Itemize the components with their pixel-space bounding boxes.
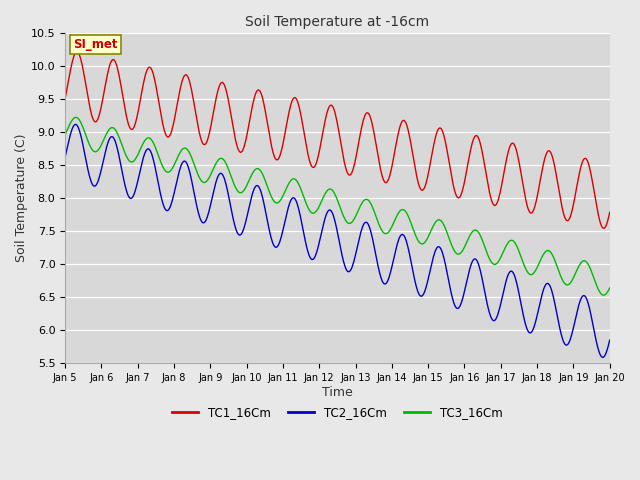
TC3_16Cm (72, 114, 79, 120)
TC2_16Cm (72, 121, 79, 127)
TC3_16Cm (182, 145, 189, 151)
Line: TC3_16Cm: TC3_16Cm (65, 117, 610, 295)
TC1_16Cm (61, 96, 69, 101)
TC2_16Cm (61, 154, 69, 160)
Text: SI_met: SI_met (74, 38, 118, 51)
TC3_16Cm (383, 231, 390, 237)
TC2_16Cm (182, 158, 189, 164)
TC2_16Cm (330, 214, 337, 219)
TC2_16Cm (599, 354, 607, 360)
X-axis label: Time: Time (322, 386, 353, 399)
Title: Soil Temperature at -16cm: Soil Temperature at -16cm (245, 15, 429, 29)
TC3_16Cm (205, 175, 212, 181)
Y-axis label: Soil Temperature (C): Soil Temperature (C) (15, 134, 28, 263)
TC1_16Cm (606, 209, 614, 215)
TC3_16Cm (61, 132, 69, 137)
TC1_16Cm (182, 72, 189, 78)
Line: TC1_16Cm: TC1_16Cm (65, 52, 610, 228)
TC1_16Cm (74, 49, 81, 55)
TC1_16Cm (383, 180, 390, 185)
Line: TC2_16Cm: TC2_16Cm (65, 124, 610, 357)
TC2_16Cm (557, 329, 564, 335)
TC1_16Cm (330, 106, 337, 111)
Legend: TC1_16Cm, TC2_16Cm, TC3_16Cm: TC1_16Cm, TC2_16Cm, TC3_16Cm (168, 401, 508, 423)
TC3_16Cm (600, 292, 607, 298)
TC1_16Cm (205, 132, 212, 138)
TC1_16Cm (557, 197, 564, 203)
TC2_16Cm (436, 245, 444, 251)
TC2_16Cm (205, 209, 212, 215)
TC1_16Cm (436, 125, 444, 131)
TC3_16Cm (436, 217, 444, 223)
TC2_16Cm (606, 337, 614, 343)
TC3_16Cm (557, 273, 564, 278)
TC2_16Cm (383, 280, 390, 286)
TC3_16Cm (606, 285, 614, 291)
TC1_16Cm (600, 226, 607, 231)
TC3_16Cm (330, 189, 337, 195)
